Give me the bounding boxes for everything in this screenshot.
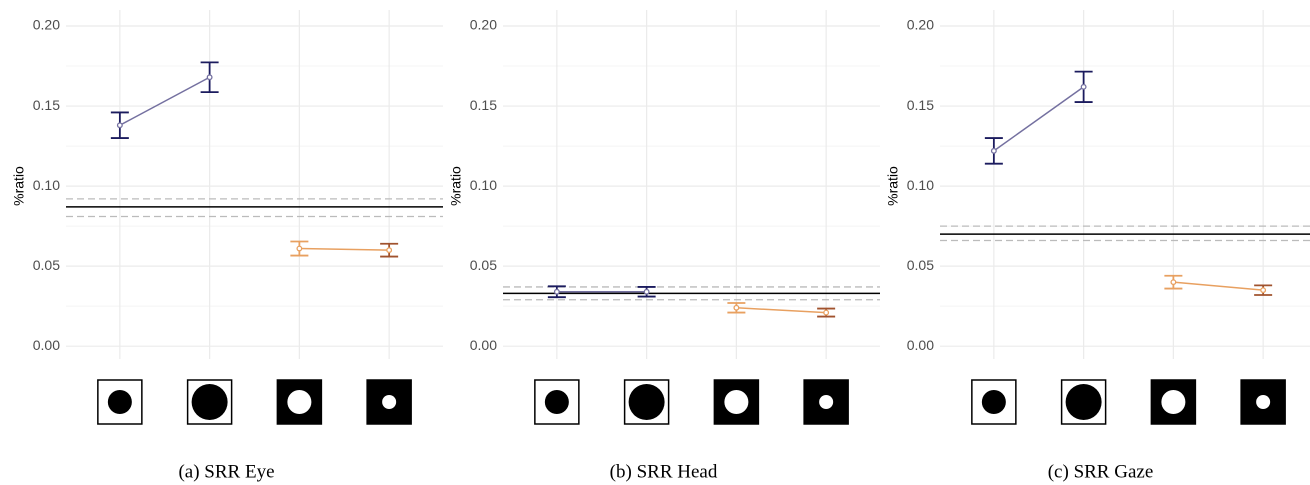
y-tick-label: 0.00 (470, 337, 497, 353)
category-icon-dot (819, 395, 834, 409)
category-icon-dot (107, 390, 132, 414)
y-tick-label: 0.15 (470, 97, 497, 113)
y-tick-label: 0.05 (907, 257, 934, 273)
series-line (993, 86, 1085, 152)
series-line (299, 247, 390, 251)
point (553, 288, 560, 295)
y-axis-label: %ratio (885, 166, 901, 206)
point (206, 74, 213, 81)
y-tick-label: 0.05 (33, 257, 60, 273)
series-line (119, 76, 210, 126)
category-icon-dot (724, 390, 749, 414)
y-tick-label: 0.20 (33, 17, 60, 33)
category-icon-dot (287, 390, 312, 414)
point (1260, 287, 1267, 294)
series-line (736, 307, 827, 314)
y-tick-label: 0.10 (907, 177, 934, 193)
y-axis-label: %ratio (448, 166, 464, 206)
point (386, 247, 393, 254)
category-icon-dot (628, 384, 665, 420)
category-icon (276, 379, 323, 425)
y-tick-label: 0.20 (470, 17, 497, 33)
point (296, 245, 303, 252)
caption: (a) SRR Eye (178, 461, 274, 482)
category-icon-dot (981, 390, 1006, 414)
point (823, 309, 830, 316)
caption: (c) SRR Gaze (1048, 461, 1154, 482)
category-icon-dot (1256, 395, 1271, 409)
category-icon-dot (191, 384, 228, 420)
point (1080, 83, 1087, 90)
y-tick-label: 0.20 (907, 17, 934, 33)
point (990, 147, 997, 154)
point (1170, 279, 1177, 286)
y-axis-label: %ratio (11, 166, 27, 206)
point (643, 288, 650, 295)
y-tick-label: 0.10 (470, 177, 497, 193)
y-tick-label: 0.15 (907, 97, 934, 113)
y-tick-label: 0.15 (33, 97, 60, 113)
caption: (b) SRR Head (610, 461, 718, 482)
y-tick-label: 0.00 (33, 337, 60, 353)
category-icon (971, 379, 1017, 425)
y-tick-label: 0.10 (33, 177, 60, 193)
category-icon (1240, 379, 1286, 425)
category-icon-dot (544, 390, 569, 414)
category-icon-dot (1161, 390, 1186, 414)
category-icon-dot (382, 395, 397, 409)
series-line (1173, 281, 1264, 291)
y-tick-label: 0.00 (907, 337, 934, 353)
point (733, 304, 740, 311)
category-icon-dot (1065, 384, 1102, 420)
point (116, 122, 123, 129)
y-tick-label: 0.05 (470, 257, 497, 273)
